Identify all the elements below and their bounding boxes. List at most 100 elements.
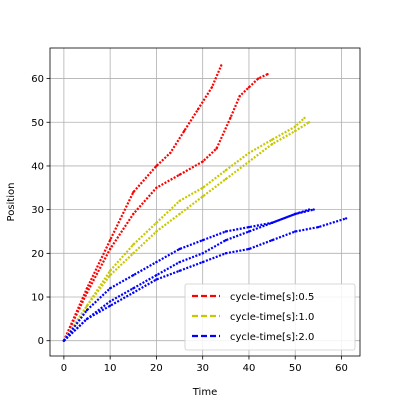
series-lines xyxy=(62,64,348,342)
data-point xyxy=(238,94,241,98)
data-point xyxy=(178,199,181,203)
y-tick-label: 40 xyxy=(31,161,44,172)
data-point xyxy=(155,278,158,281)
plot-frame xyxy=(49,47,361,357)
data-point xyxy=(247,225,251,229)
data-point xyxy=(132,274,135,277)
axis-ticks: 0 10 20 30 40 50 60 0 10 20 30 40 50 60 xyxy=(31,74,348,374)
data-point xyxy=(215,147,218,150)
data-point xyxy=(210,86,214,89)
data-point xyxy=(224,252,227,255)
data-point xyxy=(294,212,297,216)
data-point xyxy=(155,186,158,189)
data-point xyxy=(247,230,251,233)
data-point xyxy=(247,247,251,251)
data-point xyxy=(108,239,112,242)
data-point xyxy=(108,287,112,290)
data-point xyxy=(108,247,112,251)
data-point xyxy=(266,73,269,76)
data-point xyxy=(155,164,158,168)
data-point xyxy=(201,186,204,189)
data-point xyxy=(247,151,251,155)
data-point xyxy=(132,243,135,246)
x-tick-label: 10 xyxy=(104,363,117,374)
data-point xyxy=(132,212,135,216)
data-point xyxy=(132,287,135,290)
data-point xyxy=(178,269,181,272)
x-tick-label: 20 xyxy=(150,363,163,374)
y-tick-label: 50 xyxy=(31,118,44,129)
data-point xyxy=(224,230,227,233)
data-point xyxy=(270,142,274,146)
x-tick-label: 50 xyxy=(289,363,302,374)
legend-label: cycle-time[s]:2.0 xyxy=(230,332,314,343)
data-point xyxy=(317,225,320,229)
data-point xyxy=(132,252,135,255)
y-tick-label: 60 xyxy=(31,74,44,85)
data-point xyxy=(270,221,274,224)
legend-label: cycle-time[s]:0.5 xyxy=(230,292,314,303)
data-point xyxy=(132,191,135,194)
x-tick-label: 40 xyxy=(243,363,256,374)
data-point xyxy=(178,247,181,251)
series-line-3 xyxy=(62,117,306,342)
data-point xyxy=(85,308,89,312)
legend: cycle-time[s]:0.5 cycle-time[s]:1.0 cycle-… xyxy=(184,283,356,351)
data-point xyxy=(155,230,158,233)
y-axis-label: Position xyxy=(6,183,17,222)
data-point xyxy=(178,260,181,264)
data-point xyxy=(108,269,112,272)
data-point xyxy=(303,116,306,120)
data-point xyxy=(108,304,112,307)
data-point xyxy=(85,304,89,307)
y-tick-label: 10 xyxy=(31,293,44,304)
legend-box xyxy=(184,283,356,351)
y-tick-label: 30 xyxy=(31,205,44,216)
data-point xyxy=(201,260,204,264)
data-point xyxy=(201,252,204,255)
series-line-6 xyxy=(63,208,314,342)
data-point xyxy=(224,169,227,172)
data-point xyxy=(229,116,232,120)
data-point xyxy=(270,239,274,242)
data-point xyxy=(220,64,223,67)
series-line-2 xyxy=(62,121,310,342)
data-point xyxy=(201,239,204,242)
data-point xyxy=(307,121,311,124)
data-point xyxy=(108,300,112,303)
data-point xyxy=(294,129,297,133)
data-point xyxy=(224,177,227,181)
data-point xyxy=(155,260,158,264)
data-point xyxy=(85,287,89,290)
data-point xyxy=(294,230,297,233)
data-point xyxy=(344,217,348,220)
data-point xyxy=(201,160,204,163)
data-point xyxy=(294,125,297,128)
x-axis-label: Time xyxy=(192,387,217,398)
data-point xyxy=(132,291,135,294)
y-tick-label: 20 xyxy=(31,249,44,260)
data-point xyxy=(247,160,251,163)
data-point xyxy=(257,77,260,80)
data-point xyxy=(85,317,89,321)
data-point xyxy=(178,212,181,216)
data-point xyxy=(178,173,181,176)
series-line-1 xyxy=(62,65,223,342)
data-point xyxy=(62,339,66,342)
data-point xyxy=(247,86,251,89)
data-point xyxy=(183,129,186,133)
data-point xyxy=(169,151,172,155)
data-point xyxy=(270,138,274,141)
series-line-4 xyxy=(63,208,310,342)
data-point xyxy=(155,274,158,277)
data-point xyxy=(201,195,204,198)
data-point xyxy=(108,274,112,277)
x-tick-label: 0 xyxy=(61,363,67,374)
x-tick-label: 60 xyxy=(335,363,348,374)
data-point xyxy=(224,239,227,242)
data-point xyxy=(312,208,315,211)
legend-label: cycle-time[s]:1.0 xyxy=(230,312,314,323)
data-point xyxy=(155,221,158,224)
data-point xyxy=(196,108,200,111)
